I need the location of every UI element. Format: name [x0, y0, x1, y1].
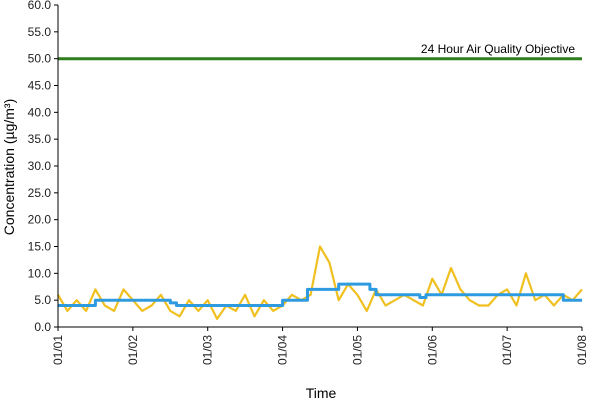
objective-annotation: 24 Hour Air Quality Objective [421, 42, 575, 56]
y-tick-label: 30.0 [28, 159, 52, 173]
y-tick-label: 20.0 [28, 213, 52, 227]
y-tick-label: 0.0 [34, 320, 51, 334]
y-tick-label: 60.0 [28, 0, 52, 12]
x-tick-label: 01/07 [500, 335, 514, 365]
series-layer [57, 245, 583, 320]
label-layer: 0.0 5.0 10.0 15.0 20.0 25.0 30.0 35.0 40.0 45.0 50… [28, 0, 589, 365]
y-tick-label: 15.0 [28, 240, 52, 254]
y-axis-title: Concentration (µg/m³) [1, 99, 17, 235]
series-running-mean-line [58, 282, 582, 307]
x-tick-label: 01/04 [276, 335, 290, 365]
x-tick-label: 01/06 [425, 335, 439, 365]
x-tick-label: 01/08 [575, 335, 589, 365]
y-tick-label: 45.0 [28, 79, 52, 93]
y-tick-label: 25.0 [28, 186, 52, 200]
x-tick-label: 01/02 [126, 335, 140, 365]
axis-layer [54, 4, 583, 331]
y-tick-label: 10.0 [28, 266, 52, 280]
x-tick-label: 01/03 [201, 335, 215, 365]
x-tick-label: 01/05 [350, 335, 364, 365]
y-tick-label: 50.0 [28, 52, 52, 66]
y-tick-label: 35.0 [28, 132, 52, 146]
series-hourly-line [57, 245, 583, 320]
y-tick-label: 5.0 [34, 293, 51, 307]
y-tick-label: 40.0 [28, 105, 52, 119]
y-tick-label: 55.0 [28, 25, 52, 39]
x-axis-title: Time [306, 385, 337, 400]
x-tick-label: 01/01 [51, 335, 65, 365]
